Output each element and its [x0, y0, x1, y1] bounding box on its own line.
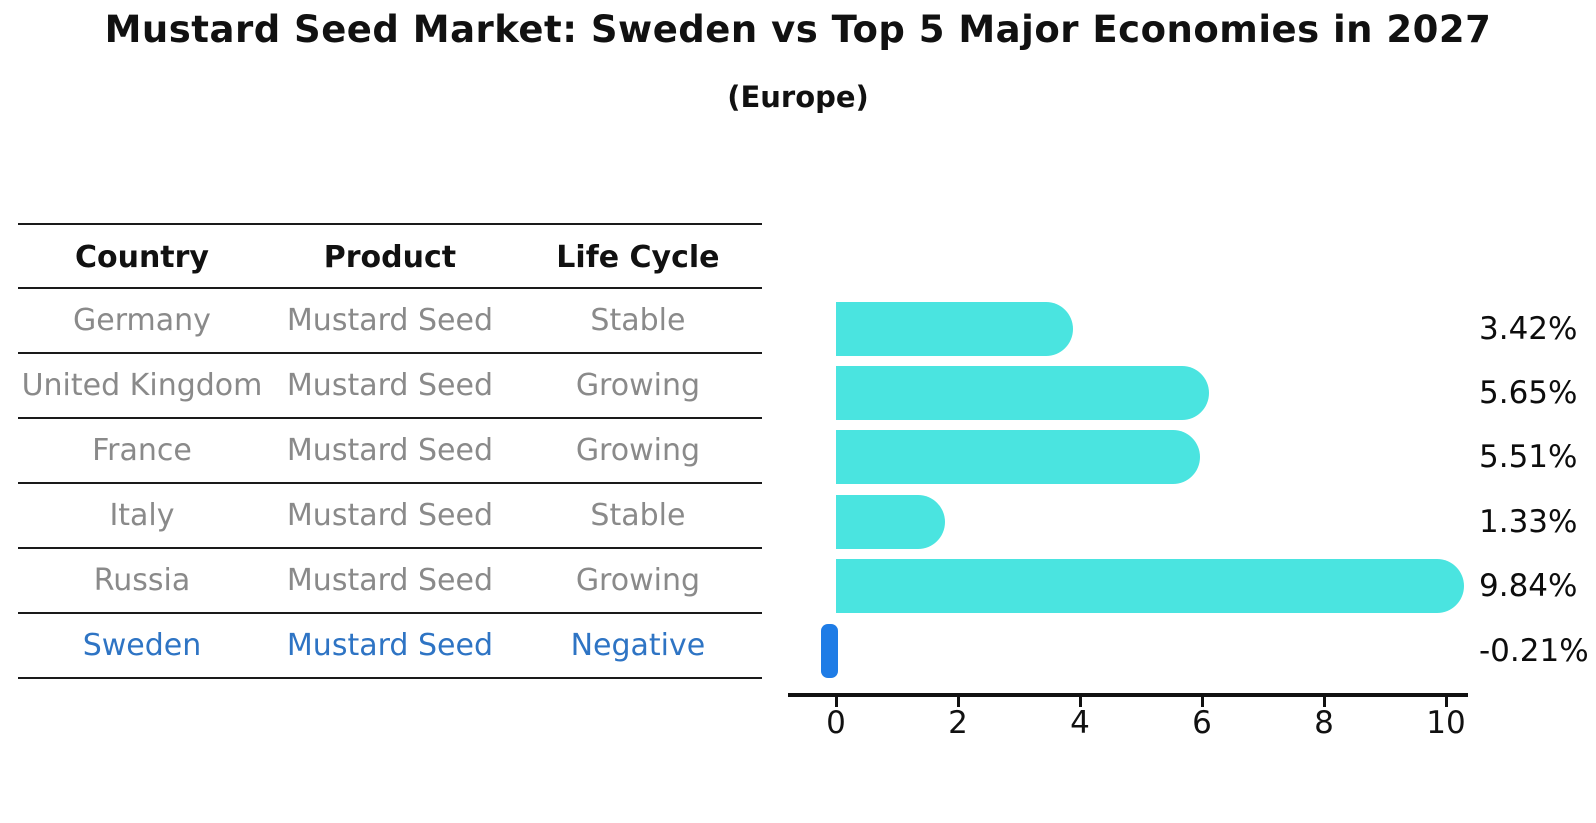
table-body: Germany Mustard Seed Stable United Kingdom M…	[18, 289, 762, 679]
value-label: 5.51%	[1479, 439, 1578, 476]
x-axis-tick	[834, 696, 838, 707]
cell-lifecycle: Growing	[575, 368, 701, 403]
x-axis-tick-label: 0	[826, 705, 846, 741]
x-axis-tick-label: 2	[948, 705, 968, 741]
bar-united-kingdom	[836, 365, 1209, 420]
bar-sweden	[821, 623, 838, 678]
cell-product: Mustard Seed	[286, 303, 493, 338]
country-table: Country Product Life Cycle Germany Mustar…	[18, 223, 762, 679]
cell-lifecycle: Negative	[570, 628, 706, 663]
x-axis-tick	[1078, 696, 1082, 707]
x-axis-line	[788, 693, 1468, 697]
cell-product: Mustard Seed	[286, 368, 493, 403]
x-axis-tick	[956, 696, 960, 707]
cell-country: Russia	[93, 563, 191, 598]
table-row: Germany Mustard Seed Stable	[18, 289, 762, 354]
column-header-lifecycle: Life Cycle	[556, 240, 720, 275]
column-header-country: Country	[74, 240, 209, 275]
x-axis-tick	[1444, 696, 1448, 707]
cell-country: United Kingdom	[21, 368, 263, 403]
cell-country: Sweden	[82, 628, 202, 663]
cell-product: Mustard Seed	[286, 563, 493, 598]
bar-germany	[836, 301, 1073, 356]
value-label: -0.21%	[1479, 632, 1589, 669]
cell-lifecycle: Growing	[575, 433, 701, 468]
x-axis-tick	[1200, 696, 1204, 707]
value-label: 5.65%	[1479, 374, 1578, 411]
cell-product: Mustard Seed	[286, 628, 493, 663]
x-axis-tick-label: 10	[1426, 705, 1466, 741]
x-axis-tick-label: 4	[1070, 705, 1090, 741]
bar-italy	[836, 494, 946, 549]
column-header-product: Product	[323, 240, 457, 275]
cell-country: Germany	[73, 303, 211, 338]
x-axis-tick	[1322, 696, 1326, 707]
table-header-row: Country Product Life Cycle	[18, 223, 762, 289]
cell-lifecycle: Growing	[575, 563, 701, 598]
value-label: 1.33%	[1479, 503, 1578, 540]
cell-country: France	[92, 433, 192, 468]
value-label: 9.84%	[1479, 568, 1578, 605]
cell-product: Mustard Seed	[286, 433, 493, 468]
bar-france	[836, 430, 1201, 485]
chart-subtitle: (Europe)	[727, 80, 869, 114]
x-axis-tick-label: 8	[1314, 705, 1334, 741]
value-label: 3.42%	[1479, 310, 1578, 347]
table-row: Russia Mustard Seed Growing	[18, 549, 762, 614]
x-axis-tick-label: 6	[1192, 705, 1212, 741]
chart-title: Mustard Seed Market: Sweden vs Top 5 Maj…	[104, 8, 1492, 51]
table-row: United Kingdom Mustard Seed Growing	[18, 354, 762, 419]
cell-country: Italy	[109, 498, 175, 533]
cell-lifecycle: Stable	[590, 303, 686, 338]
table-row: France Mustard Seed Growing	[18, 419, 762, 484]
table-row: Italy Mustard Seed Stable	[18, 484, 762, 549]
bar-russia	[836, 559, 1465, 614]
cell-product: Mustard Seed	[286, 498, 493, 533]
table-row: Sweden Mustard Seed Negative	[18, 614, 762, 679]
cell-lifecycle: Stable	[590, 498, 686, 533]
